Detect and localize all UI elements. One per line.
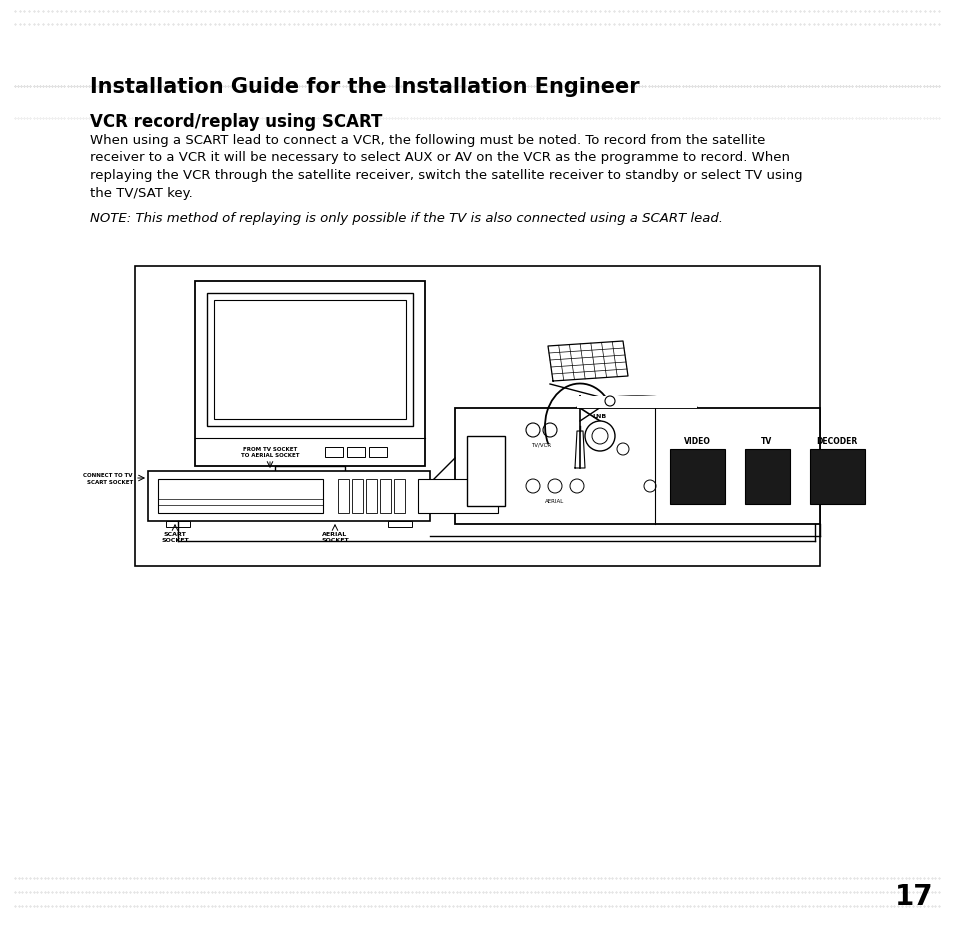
Text: Installation Guide for the Installation Engineer: Installation Guide for the Installation … [90,77,639,97]
Bar [417,479,497,514]
Bar [379,479,391,514]
Text: VIDEO: VIDEO [683,436,710,446]
Circle shape [617,444,628,456]
Text: DECODER: DECODER [816,436,857,446]
Text: When using a SCART lead to connect a VCR, the following must be noted. To record: When using a SCART lead to connect a VCR… [90,134,801,199]
Text: TV: TV [760,436,772,446]
Polygon shape [547,342,627,382]
Text: SCART
SOCKET: SCART SOCKET [161,532,189,542]
Bar [337,479,349,514]
Text: FROM TV SOCKET
TO AERIAL SOCKET: FROM TV SOCKET TO AERIAL SOCKET [240,446,299,458]
Bar [325,447,343,458]
Text: AERIAL
SOCKET: AERIAL SOCKET [321,532,349,542]
Bar [467,436,504,506]
Text: AERIAL: AERIAL [545,499,564,504]
Bar [207,294,413,427]
Circle shape [604,397,615,406]
Bar [158,479,323,514]
Bar [455,408,820,524]
Bar [577,397,697,408]
Circle shape [569,479,583,493]
Bar [366,479,376,514]
Circle shape [542,424,557,437]
Text: CONNECT TO TV
SCART SOCKET: CONNECT TO TV SCART SOCKET [84,473,132,484]
Bar [194,282,424,466]
Circle shape [584,421,615,451]
Polygon shape [575,431,584,469]
Text: TV/VCR: TV/VCR [531,443,551,447]
Bar [669,449,724,505]
Bar [148,472,430,521]
Bar [809,449,864,505]
Circle shape [592,429,607,445]
Text: VCR record/replay using SCART: VCR record/replay using SCART [90,113,382,131]
Bar [352,479,363,514]
Circle shape [547,479,561,493]
Bar [744,449,789,505]
Circle shape [525,424,539,437]
Text: LNB: LNB [592,414,606,418]
Circle shape [643,480,656,492]
Bar [388,521,412,528]
Bar [213,300,406,419]
Bar [274,466,345,475]
Bar [394,479,405,514]
Circle shape [525,479,539,493]
Bar [347,447,365,458]
Text: NOTE: This method of replaying is only possible if the TV is also connected usin: NOTE: This method of replaying is only p… [90,212,722,225]
Text: 17: 17 [895,882,933,910]
Bar [369,447,387,458]
Bar [166,521,190,528]
Bar [135,267,820,566]
